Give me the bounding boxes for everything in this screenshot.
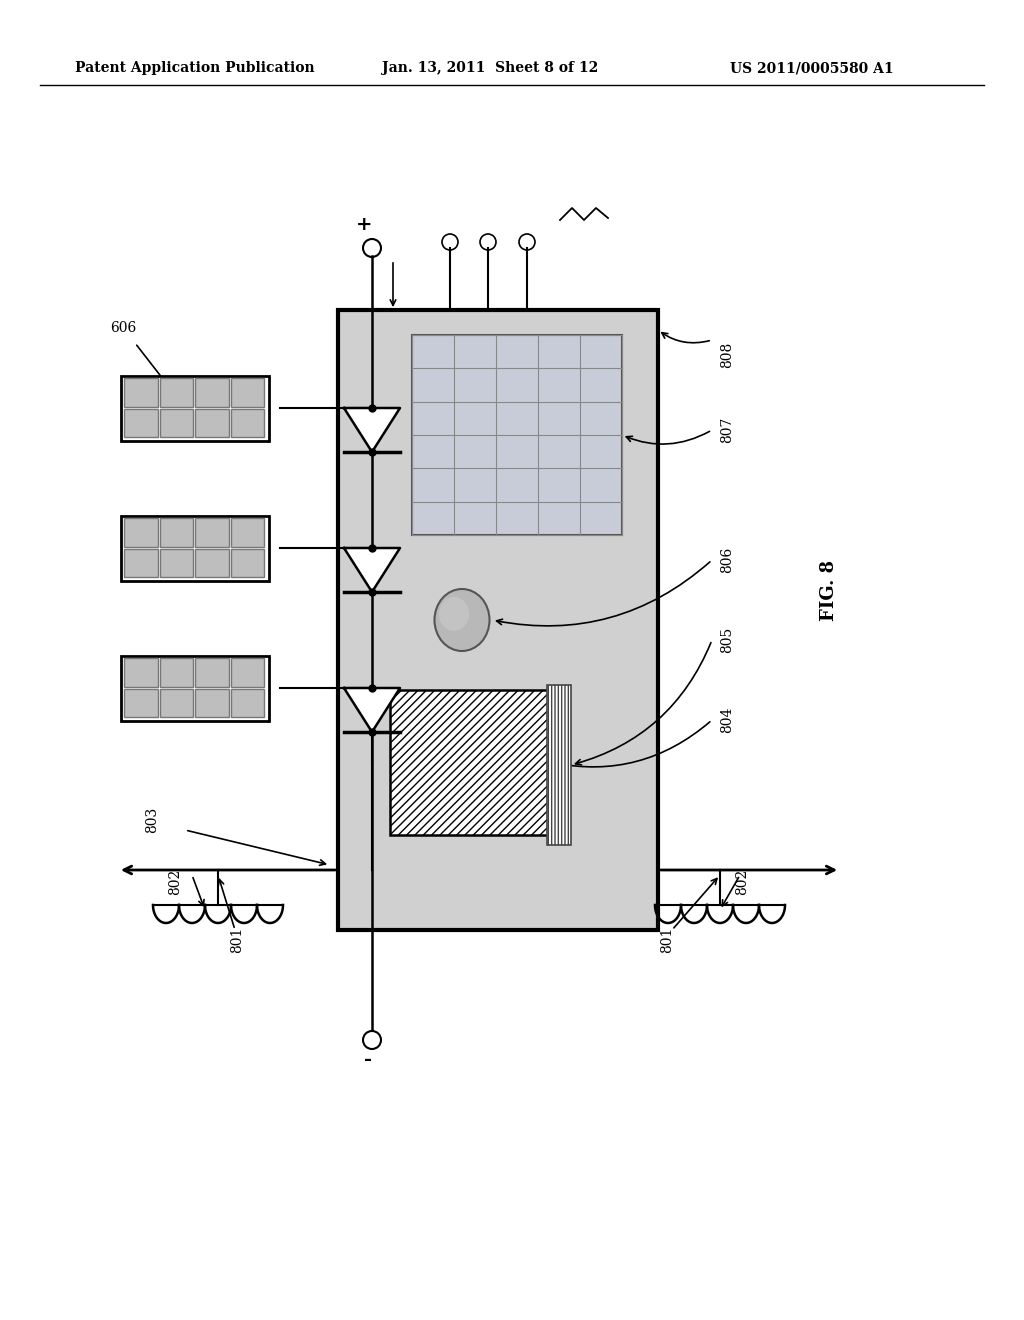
Polygon shape [344,688,400,733]
Bar [230,408,264,437]
Bar [195,657,228,686]
Bar [230,689,264,717]
Text: 805: 805 [720,627,734,653]
Bar [160,689,193,717]
Bar [230,517,264,546]
Bar [412,335,622,535]
Bar [121,376,269,441]
Bar [124,657,158,686]
Bar [195,689,228,717]
Bar [230,657,264,686]
Bar [160,378,193,407]
Text: -: - [364,1051,372,1069]
Bar [124,408,158,437]
Bar [124,689,158,717]
Text: 803: 803 [145,807,159,833]
Text: +: + [356,216,373,234]
Bar [338,310,658,931]
Bar [160,657,193,686]
Text: 806: 806 [720,546,734,573]
Text: 802: 802 [168,869,182,895]
Bar [124,549,158,577]
Bar [160,549,193,577]
Bar [121,656,269,721]
Bar [121,516,269,581]
Polygon shape [344,408,400,451]
Bar [195,408,228,437]
Ellipse shape [434,589,489,651]
Bar [195,517,228,546]
Bar [160,408,193,437]
Bar [124,378,158,407]
Bar [390,690,550,836]
Text: 801: 801 [660,927,674,953]
Text: 801: 801 [230,927,244,953]
Bar [230,549,264,577]
Polygon shape [344,548,400,591]
Text: 807: 807 [720,417,734,444]
Text: 802: 802 [735,869,749,895]
Bar [160,517,193,546]
Bar [230,378,264,407]
Text: Patent Application Publication: Patent Application Publication [75,61,314,75]
Bar [195,549,228,577]
Ellipse shape [439,597,469,631]
Bar [547,685,571,845]
Text: 808: 808 [720,342,734,368]
Text: 606: 606 [110,321,136,335]
Bar [195,378,228,407]
Text: Jan. 13, 2011  Sheet 8 of 12: Jan. 13, 2011 Sheet 8 of 12 [382,61,598,75]
Text: US 2011/0005580 A1: US 2011/0005580 A1 [730,61,894,75]
Text: 804: 804 [720,706,734,733]
Bar [124,517,158,546]
Text: FIG. 8: FIG. 8 [820,560,838,620]
